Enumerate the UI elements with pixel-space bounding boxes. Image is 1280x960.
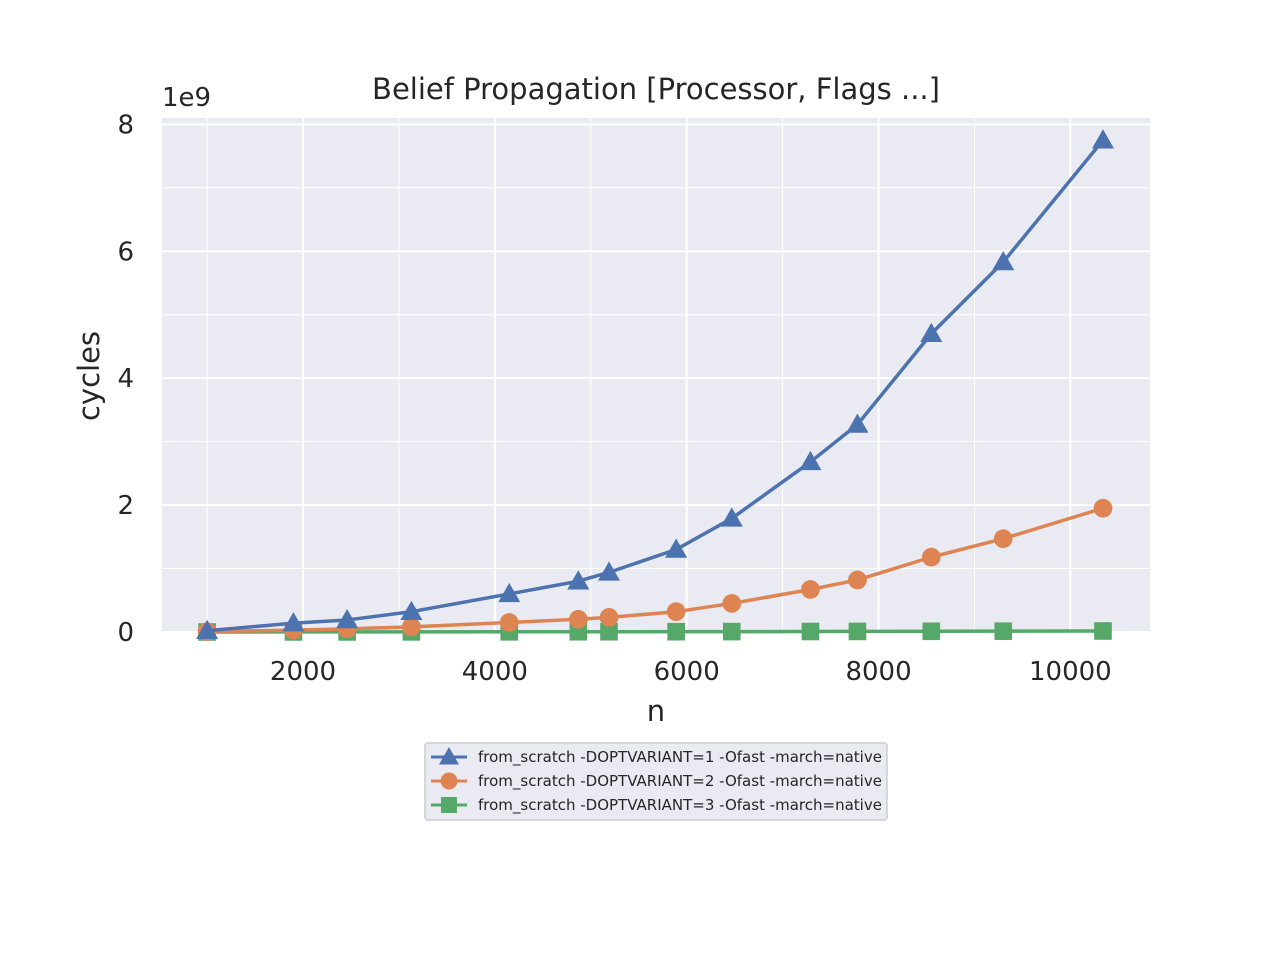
data-point [1094, 622, 1112, 640]
data-point [922, 622, 941, 641]
legend-label: from_scratch -DOPTVARIANT=1 -Ofast -marc… [478, 748, 882, 767]
data-point [597, 561, 620, 581]
data-point [920, 322, 943, 343]
data-point [498, 582, 521, 603]
data-point [567, 570, 590, 590]
data-point [599, 608, 619, 627]
data-point [568, 609, 588, 629]
data-point [994, 622, 1013, 640]
legend-marker [441, 797, 457, 813]
legend-marker [440, 772, 458, 790]
legend: from_scratch -DOPTVARIANT=1 -Ofast -marc… [424, 742, 888, 821]
x-tick-label: 10000 [1029, 657, 1112, 687]
legend-box [424, 742, 888, 821]
data-point [801, 622, 820, 641]
x-tick-label: 6000 [654, 657, 720, 687]
data-point [665, 538, 688, 558]
data-point [282, 612, 305, 632]
chart-title: Belief Propagation [Processor, Flags ...… [372, 72, 940, 106]
y-tick-label: 2 [117, 491, 134, 521]
data-point [720, 507, 743, 527]
data-point [722, 594, 742, 613]
x-axis-ticks: 2000 4000 6000 8000 10000 [270, 657, 1112, 687]
y-tick-label: 8 [117, 110, 134, 140]
y-tick-label: 4 [117, 364, 134, 394]
legend-items: from_scratch -DOPTVARIANT=1 -Ofast -marc… [431, 747, 882, 815]
data-point [1091, 129, 1114, 149]
y-axis-label: cycles [72, 331, 106, 421]
data-point [993, 529, 1013, 549]
x-tick-label: 2000 [270, 657, 336, 687]
data-point [846, 413, 869, 433]
data-point [499, 613, 519, 632]
data-point [848, 622, 867, 641]
data-point [196, 619, 219, 639]
data-point [667, 622, 685, 641]
data-point [992, 251, 1015, 271]
data-point [402, 617, 421, 637]
legend-item: from_scratch -DOPTVARIANT=3 -Ofast -marc… [431, 796, 882, 815]
y-axis-ticks: 0 2 4 6 8 [117, 110, 134, 648]
data-point [848, 570, 867, 590]
legend-label: from_scratch -DOPTVARIANT=2 -Ofast -marc… [478, 772, 882, 791]
series-1 [196, 129, 1114, 639]
data-point [801, 580, 820, 599]
data-point [799, 450, 822, 471]
legend-item: from_scratch -DOPTVARIANT=2 -Ofast -marc… [431, 772, 882, 791]
x-axis-label: n [647, 694, 665, 728]
y-tick-label: 6 [117, 237, 134, 267]
legend-label: from_scratch -DOPTVARIANT=3 -Ofast -marc… [478, 796, 882, 815]
data-point [666, 602, 686, 622]
x-tick-label: 4000 [462, 657, 528, 687]
y-offset-label: 1e9 [162, 83, 211, 113]
x-tick-label: 8000 [845, 657, 911, 687]
data-point [336, 608, 359, 629]
legend-marker [439, 747, 459, 765]
data-point [400, 600, 423, 620]
data-point [1093, 498, 1113, 518]
series-line [205, 506, 1105, 634]
series-line [205, 629, 1105, 634]
series-line [205, 138, 1105, 633]
legend-item: from_scratch -DOPTVARIANT=1 -Ofast -marc… [431, 747, 882, 767]
data-point [722, 622, 741, 641]
data-point [921, 547, 941, 567]
y-tick-label: 0 [117, 618, 134, 648]
series-layer [196, 129, 1114, 642]
data-point [600, 622, 618, 641]
plot-area [162, 118, 1150, 632]
